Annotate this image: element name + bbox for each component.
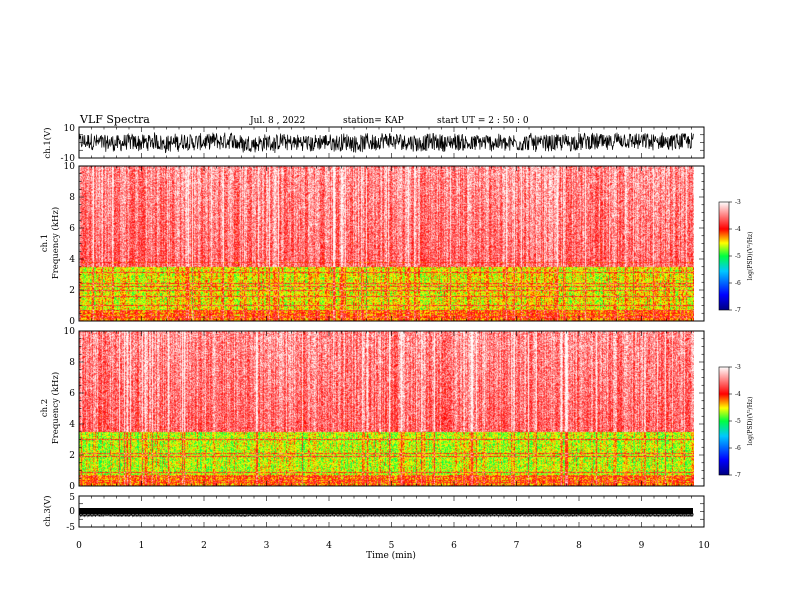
frequency-tick-label: 4 <box>69 420 75 430</box>
ch1-ytick-min: -10 <box>61 154 76 164</box>
ch1-channel-label: ch.1 <box>40 234 50 252</box>
colorbar-tick-label: -7 <box>735 472 741 479</box>
ch1-spectrogram-ticks <box>78 165 705 322</box>
time-tick-label: 1 <box>139 541 145 551</box>
colorbar-tick-label: -3 <box>735 199 741 206</box>
time-tick-label: 10 <box>698 541 710 551</box>
time-tick-label: 3 <box>264 541 270 551</box>
ch1-waveform-ticks <box>78 126 705 159</box>
ch1-waveform-panel: 10 -10 ch.1(V) <box>42 124 705 164</box>
ch1-waveform-ylabel: ch.1(V) <box>42 127 53 158</box>
ch3-ytick-min: -5 <box>66 523 75 533</box>
ch2-colorbar: -3 -4 -5 -6 -7 log(PSD)(V²/Hz) <box>718 364 754 479</box>
ch2-channel-label: ch.2 <box>40 399 50 417</box>
ch3-ytick-max: 5 <box>69 493 75 503</box>
ch2-colorbar-label: log(PSD)(V²/Hz) <box>747 397 754 446</box>
ch1-colorbar: -3 -4 -5 -6 -7 log(PSD)(V²/Hz) <box>718 199 754 314</box>
colorbar-tick-label: -7 <box>735 307 741 314</box>
ch3-ytick-zero: 0 <box>69 507 75 517</box>
frequency-tick-label: 10 <box>64 327 76 337</box>
frequency-tick-label: 8 <box>69 193 75 203</box>
ch1-spectrogram-yticklabels: 0 2 4 6 8 10 <box>64 162 76 327</box>
ch1-ytick-max: 10 <box>64 124 76 134</box>
start-time-label: start UT = 2 : 50 : 0 <box>437 116 529 126</box>
frequency-tick-label: 8 <box>69 358 75 368</box>
ch1-colorbar-gradient <box>718 201 730 311</box>
time-tick-label: 4 <box>326 541 332 551</box>
ch2-colorbar-ticks: -3 -4 -5 -6 -7 <box>729 364 741 479</box>
time-tick-label: 9 <box>639 541 645 551</box>
time-tick-label: 8 <box>576 541 582 551</box>
colorbar-tick-label: -4 <box>735 226 741 233</box>
time-tick-label: 2 <box>201 541 207 551</box>
colorbar-tick-label: -6 <box>735 445 741 452</box>
frequency-tick-label: 6 <box>69 224 75 234</box>
ch1-spectrogram-image <box>79 166 694 321</box>
frequency-tick-label: 6 <box>69 389 75 399</box>
ch2-spectrogram-yticklabels: 0 2 4 6 8 10 <box>64 327 76 492</box>
frequency-tick-label: 2 <box>69 286 75 296</box>
ch1-colorbar-ticks: -3 -4 -5 -6 -7 <box>729 199 741 314</box>
colorbar-tick-label: -4 <box>735 391 741 398</box>
ch1-spectrogram-panel: 0 2 4 6 8 10 ch.1 Frequency (kHz) <box>40 162 705 327</box>
ch1-colorbar-label: log(PSD)(V²/Hz) <box>747 232 754 281</box>
ch2-spectrogram-image <box>79 331 694 486</box>
colorbar-tick-label: -5 <box>735 253 741 260</box>
ch3-waveform-panel: 5 0 -5 ch.3(V) <box>42 493 705 533</box>
time-axis-label: Time (min) <box>366 550 416 561</box>
date-label: Jul. 8 , 2022 <box>249 116 305 126</box>
ch1-frequency-ylabel: Frequency (kHz) <box>50 207 61 279</box>
station-label: station= KAP <box>343 116 404 126</box>
time-tick-label: 6 <box>451 541 457 551</box>
ch2-frequency-ylabel: Frequency (kHz) <box>50 372 61 444</box>
time-tick-label: 7 <box>514 541 520 551</box>
frequency-tick-label: 0 <box>69 482 75 492</box>
time-tick-label: 0 <box>76 541 82 551</box>
ch3-waveform-ticks <box>78 495 705 528</box>
colorbar-tick-label: -5 <box>735 418 741 425</box>
time-tick-label: 5 <box>389 541 395 551</box>
ch2-spectrogram-ticks <box>78 330 705 487</box>
ch3-waveform-line <box>78 512 694 518</box>
frequency-tick-label: 10 <box>64 162 76 172</box>
time-axis-ticklabels: 0 1 2 3 4 5 6 7 8 9 10 <box>76 541 710 551</box>
ch2-colorbar-gradient <box>718 366 730 476</box>
ch2-spectrogram-panel: 0 2 4 6 8 10 ch.2 Frequency (kHz) <box>40 327 705 492</box>
colorbar-tick-label: -6 <box>735 280 741 287</box>
frequency-tick-label: 0 <box>69 317 75 327</box>
ch3-waveform-ylabel: ch.3(V) <box>42 495 53 526</box>
figure-title: VLF Spectra <box>79 113 150 126</box>
frequency-tick-label: 4 <box>69 255 75 265</box>
colorbar-tick-label: -3 <box>735 364 741 371</box>
ch3-waveform-band <box>79 508 693 514</box>
frequency-tick-label: 2 <box>69 451 75 461</box>
ch1-waveform-line <box>78 132 694 154</box>
